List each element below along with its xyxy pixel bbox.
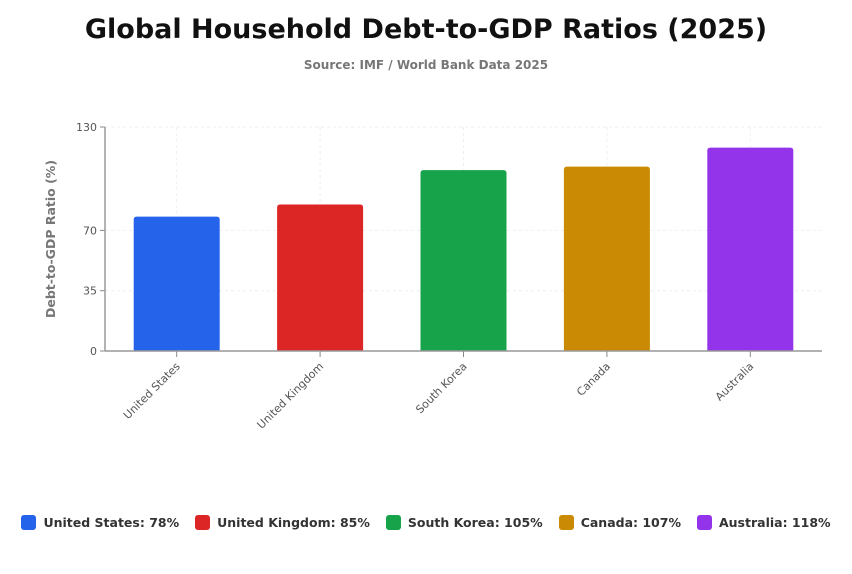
bar-united-states	[133, 216, 220, 351]
y-tick-label: 130	[76, 121, 97, 134]
chart-title: Global Household Debt-to-GDP Ratios (202…	[84, 14, 768, 45]
legend-label: Canada: 107%	[580, 515, 681, 530]
y-tick-label: 0	[90, 345, 97, 358]
x-tick-label: United States	[121, 360, 183, 422]
legend-swatch	[21, 515, 37, 530]
y-axis-label: Debt-to-GDP Ratio (%)	[43, 160, 58, 318]
legend-item: South Korea: 105%	[385, 515, 543, 530]
x-tick-label: Canada	[574, 360, 613, 399]
legend-item: Canada: 107%	[558, 515, 681, 530]
legend-swatch	[558, 515, 574, 530]
legend-label: South Korea: 105%	[407, 515, 543, 530]
legend-swatch	[696, 515, 712, 530]
y-tick-label: 70	[83, 224, 97, 237]
bar-australia	[707, 147, 794, 351]
legend-item: Australia: 118%	[696, 515, 831, 530]
legend: United States: 78% United Kingdom: 85% Sou…	[0, 515, 852, 530]
y-tick-label: 35	[83, 285, 97, 298]
chart-subtitle: Source: IMF / World Bank Data 2025	[303, 58, 549, 72]
legend-item: United States: 78%	[21, 515, 179, 530]
legend-swatch	[385, 515, 401, 530]
legend-label: United Kingdom: 85%	[217, 515, 370, 530]
bar-south-korea	[420, 170, 507, 351]
x-tick-label: United Kingdom	[255, 360, 327, 432]
bar-canada	[563, 166, 650, 351]
legend-swatch	[195, 515, 211, 530]
legend-label: United States: 78%	[43, 515, 180, 530]
legend-item: United Kingdom: 85%	[195, 515, 370, 530]
x-tick-label: South Korea	[413, 360, 469, 416]
legend-label: Australia: 118%	[718, 515, 831, 530]
x-tick-label: Australia	[713, 360, 757, 404]
bar-united-kingdom	[277, 204, 364, 351]
